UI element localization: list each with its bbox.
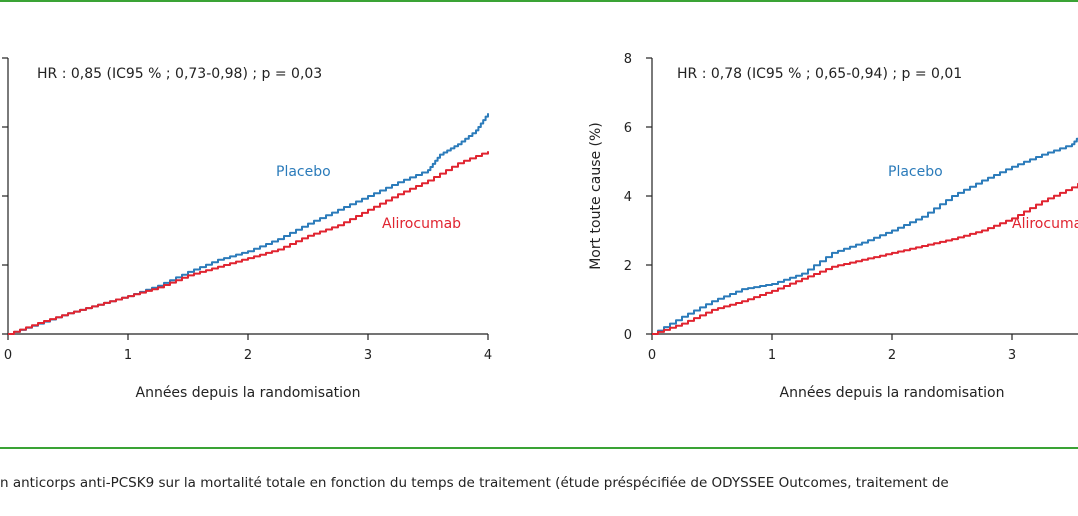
- chart2-hr-annotation: HR : 0,78 (IC95 % ; 0,65-0,94) ; p = 0,0…: [677, 66, 962, 82]
- chart2-x-axis-label: Années depuis la randomisation: [780, 385, 1005, 401]
- chart2-y-tick-label: 0: [624, 328, 632, 343]
- chart1-x-tick-label: 2: [244, 348, 252, 363]
- chart2-series-alirocumab-line: [652, 182, 1078, 335]
- top-green-rule: [0, 0, 1078, 2]
- charts-canvas: 0 1 2 3 4 Années depuis la randomisation HR : …: [2, 52, 1078, 401]
- chart1-series-alirocumab-line: [8, 151, 489, 335]
- chart2-y-axis-label: Mort toute cause (%): [588, 122, 604, 270]
- chart1-series-alirocumab-label: Alirocumab: [382, 216, 461, 232]
- chart1-x-tick-label: 1: [124, 348, 132, 363]
- chart2-x-tick-label: 3: [1008, 348, 1016, 363]
- chart1-x-tick-label: 4: [484, 348, 492, 363]
- chart1-series-placebo-label: Placebo: [276, 164, 331, 180]
- chart2-series-placebo-label: Placebo: [888, 164, 943, 180]
- chart1-x-tick-label: 0: [4, 348, 12, 363]
- figure-caption: n anticorps anti-PCSK9 sur la mortalité …: [0, 475, 949, 491]
- chart2-x-tick-label: 0: [648, 348, 656, 363]
- bottom-green-rule: [0, 447, 1078, 449]
- chart2-y-tick-label: 2: [624, 259, 632, 274]
- chart2-y-tick-label: 8: [624, 52, 632, 67]
- chart2-x-tick-label: 2: [888, 348, 896, 363]
- chart2-series-placebo-line: [652, 137, 1078, 335]
- chart1-hr-annotation: HR : 0,85 (IC95 % ; 0,73-0,98) ; p = 0,0…: [37, 66, 322, 82]
- chart2-x-tick-label: 1: [768, 348, 776, 363]
- chart2-series-alirocumab-label: Alirocumab: [1012, 216, 1078, 232]
- chart2-y-tick-label: 6: [624, 121, 632, 136]
- chart2-y-tick-label: 4: [624, 190, 632, 205]
- chart1-x-tick-label: 3: [364, 348, 372, 363]
- chart1-x-axis-label: Années depuis la randomisation: [136, 385, 361, 401]
